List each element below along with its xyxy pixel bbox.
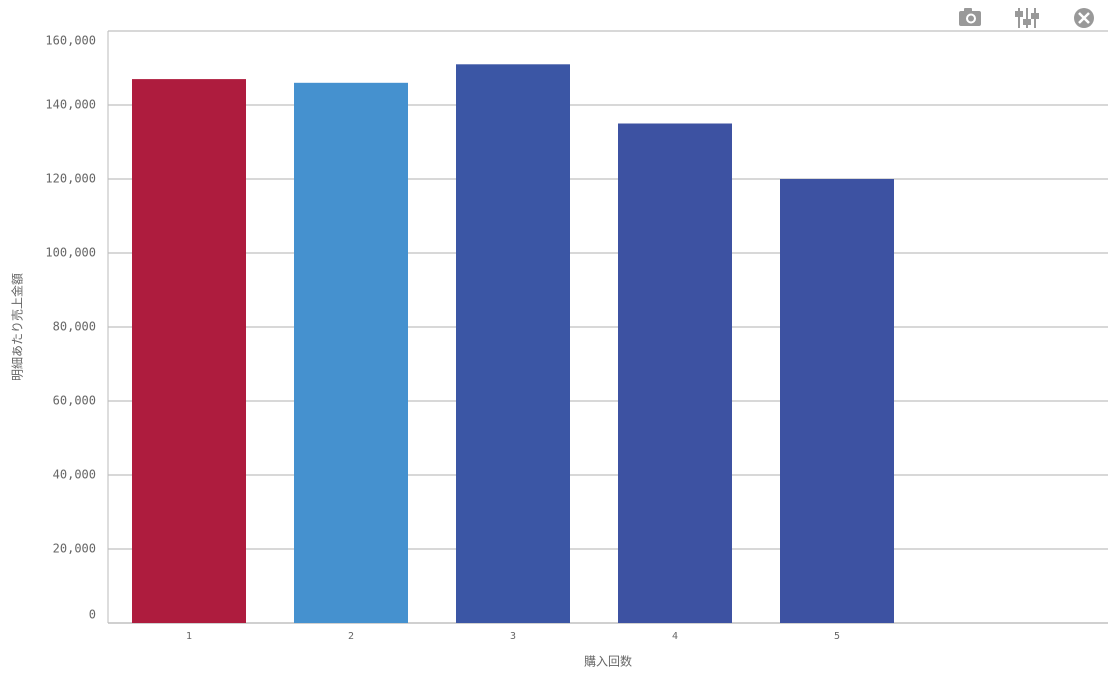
y-tick-label: 120,000 <box>45 172 96 186</box>
x-tick-label: 2 <box>348 631 354 642</box>
x-tick-label: 5 <box>834 631 840 642</box>
y-tick-label: 160,000 <box>45 34 96 48</box>
y-axis-label: 明細あたり売上金額 <box>10 273 25 381</box>
toolbar <box>959 8 1094 28</box>
y-tick-label: 40,000 <box>53 468 96 482</box>
bar <box>132 79 246 624</box>
x-axis-label: 購入回数 <box>584 654 632 669</box>
y-tick-label: 0 <box>89 608 96 622</box>
y-tick-label: 140,000 <box>45 98 96 112</box>
y-tick-label: 80,000 <box>53 320 96 334</box>
bar <box>456 64 570 624</box>
bar <box>780 179 894 623</box>
camera-icon[interactable] <box>959 8 981 26</box>
settings-icon[interactable] <box>1015 8 1039 28</box>
bar <box>618 123 732 623</box>
y-tick-label: 60,000 <box>53 394 96 408</box>
x-tick-label: 4 <box>672 631 678 642</box>
close-icon[interactable] <box>1074 8 1094 28</box>
x-tick-label: 3 <box>510 631 516 642</box>
x-tick-label: 1 <box>186 631 192 642</box>
y-tick-label: 100,000 <box>45 246 96 260</box>
bar <box>294 82 408 624</box>
y-tick-label: 20,000 <box>53 542 96 556</box>
